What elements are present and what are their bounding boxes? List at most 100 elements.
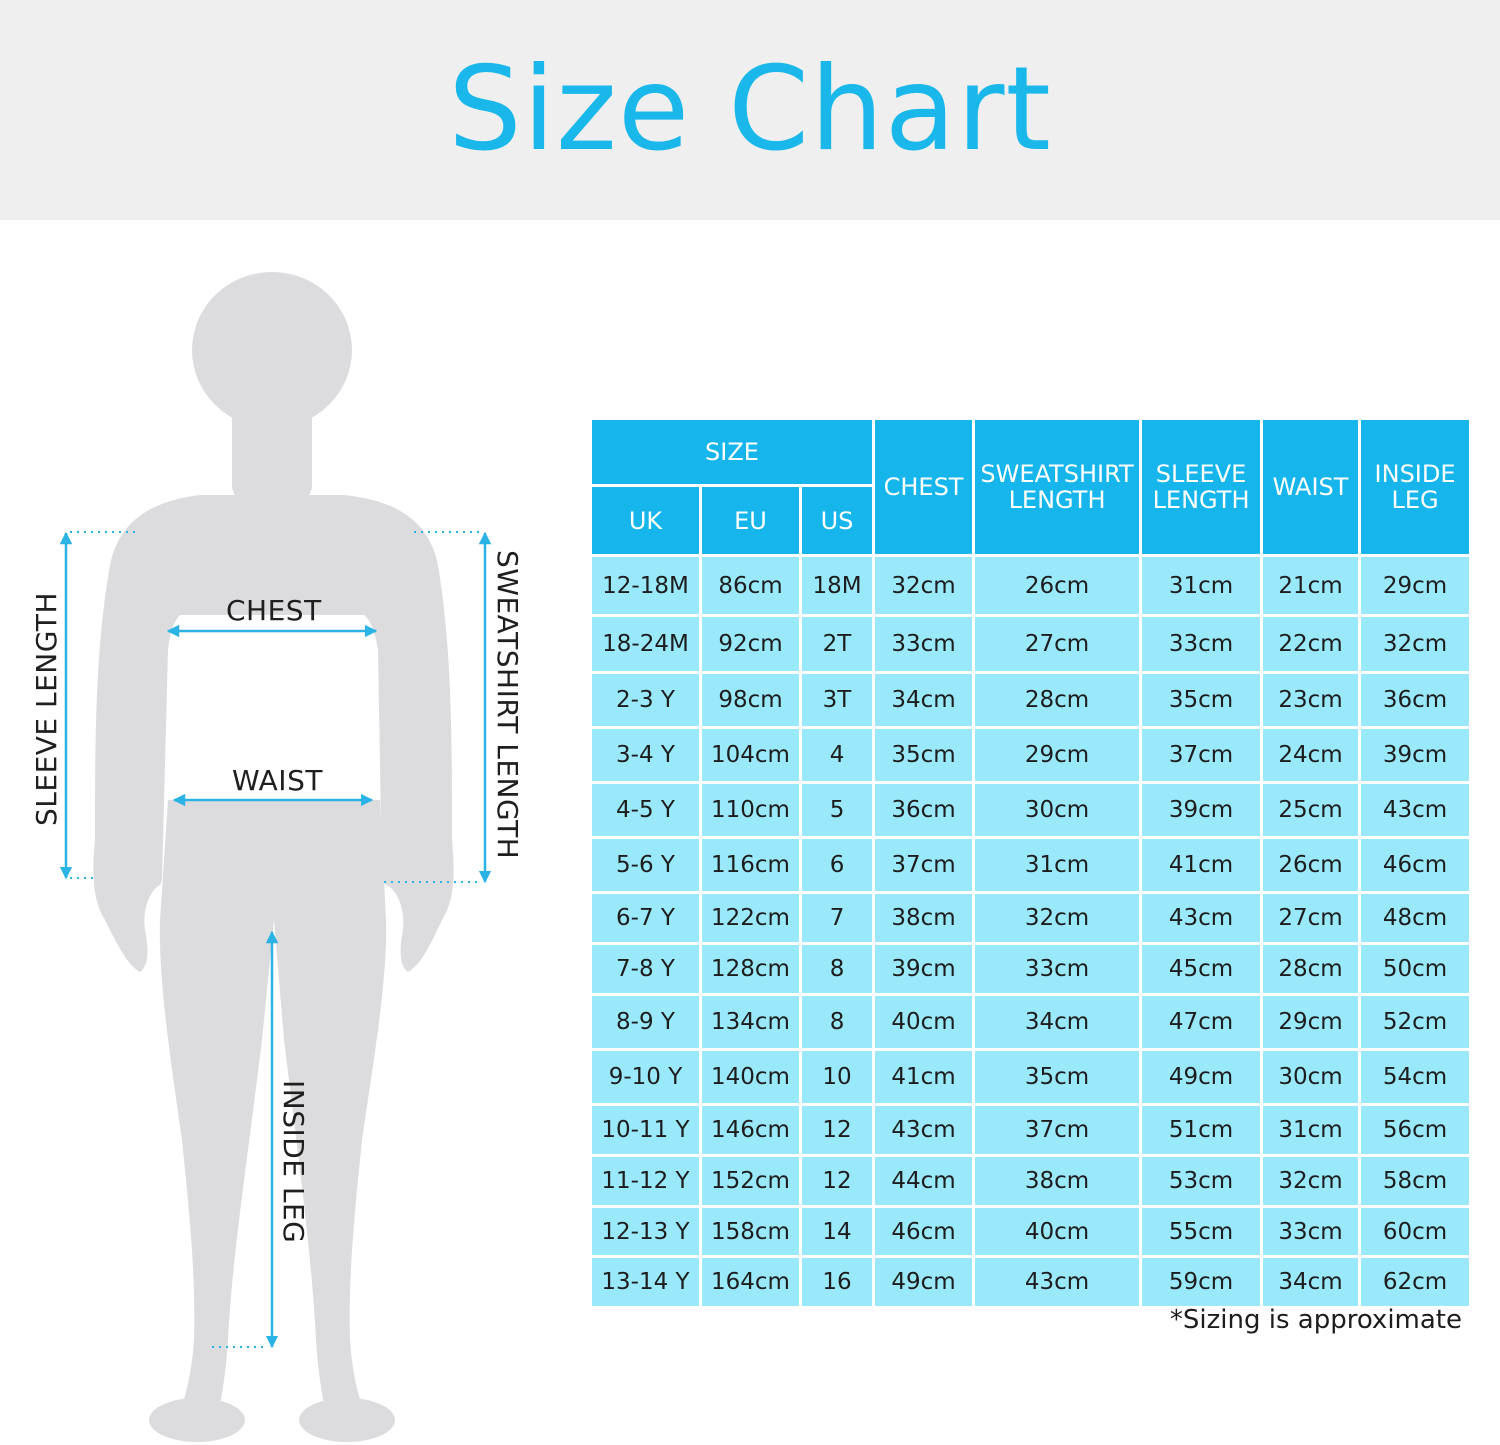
- cell-us: 8: [802, 996, 873, 1048]
- cell-waist: 29cm: [1263, 996, 1359, 1048]
- cell-us: 7: [802, 894, 873, 942]
- cell-sleeve-length: 33cm: [1142, 617, 1261, 671]
- cell-eu: 86cm: [702, 557, 799, 614]
- table-row: 12-18M 86cm 18M 32cm 26cm 31cm 21cm 29cm: [592, 557, 1470, 614]
- cell-eu: 146cm: [702, 1106, 799, 1154]
- cell-sweatshirt-length: 35cm: [975, 1051, 1140, 1103]
- table-row: 10-11 Y 146cm 12 43cm 37cm 51cm 31cm 56cm: [592, 1106, 1470, 1154]
- cell-inside-leg: 54cm: [1361, 1051, 1470, 1103]
- cell-us: 16: [802, 1258, 873, 1306]
- cell-waist: 34cm: [1263, 1258, 1359, 1306]
- cell-eu: 104cm: [702, 729, 799, 781]
- cell-us: 6: [802, 839, 873, 891]
- cell-us: 8: [802, 945, 873, 993]
- cell-waist: 31cm: [1263, 1106, 1359, 1154]
- cell-waist: 27cm: [1263, 894, 1359, 942]
- cell-eu: 98cm: [702, 674, 799, 726]
- cell-uk: 12-18M: [592, 557, 699, 614]
- header-uk: UK: [592, 487, 699, 554]
- header-sleeve-length: SLEEVE LENGTH: [1142, 420, 1261, 554]
- cell-sleeve-length: 59cm: [1142, 1258, 1261, 1306]
- cell-inside-leg: 50cm: [1361, 945, 1470, 993]
- child-figure: CHEST WAIST SLEEVE LENGTH SWEATSHIRT LEN…: [0, 220, 580, 1445]
- table-row: 7-8 Y 128cm 8 39cm 33cm 45cm 28cm 50cm: [592, 945, 1470, 993]
- cell-eu: 116cm: [702, 839, 799, 891]
- table-row: 11-12 Y 152cm 12 44cm 38cm 53cm 32cm 58cm: [592, 1157, 1470, 1205]
- cell-chest: 36cm: [875, 784, 973, 836]
- header-chest: CHEST: [875, 420, 973, 554]
- cell-inside-leg: 48cm: [1361, 894, 1470, 942]
- cell-sleeve-length: 37cm: [1142, 729, 1261, 781]
- cell-us: 3T: [802, 674, 873, 726]
- table-row: 12-13 Y 158cm 14 46cm 40cm 55cm 33cm 60cm: [592, 1208, 1470, 1255]
- cell-chest: 38cm: [875, 894, 973, 942]
- cell-chest: 46cm: [875, 1208, 973, 1255]
- cell-uk: 6-7 Y: [592, 894, 699, 942]
- cell-eu: 110cm: [702, 784, 799, 836]
- table-row: 2-3 Y 98cm 3T 34cm 28cm 35cm 23cm 36cm: [592, 674, 1470, 726]
- cell-sweatshirt-length: 40cm: [975, 1208, 1140, 1255]
- inside-leg-label: INSIDE LEG: [277, 1080, 310, 1244]
- cell-sweatshirt-length: 37cm: [975, 1106, 1140, 1154]
- cell-uk: 4-5 Y: [592, 784, 699, 836]
- cell-inside-leg: 36cm: [1361, 674, 1470, 726]
- cell-chest: 34cm: [875, 674, 973, 726]
- cell-uk: 8-9 Y: [592, 996, 699, 1048]
- cell-eu: 134cm: [702, 996, 799, 1048]
- cell-uk: 18-24M: [592, 617, 699, 671]
- header-waist: WAIST: [1263, 420, 1359, 554]
- cell-waist: 22cm: [1263, 617, 1359, 671]
- cell-eu: 92cm: [702, 617, 799, 671]
- cell-eu: 122cm: [702, 894, 799, 942]
- cell-sleeve-length: 39cm: [1142, 784, 1261, 836]
- cell-uk: 7-8 Y: [592, 945, 699, 993]
- cell-sweatshirt-length: 29cm: [975, 729, 1140, 781]
- cell-chest: 33cm: [875, 617, 973, 671]
- cell-sleeve-length: 49cm: [1142, 1051, 1261, 1103]
- size-group-header: SIZE: [592, 420, 873, 484]
- cell-sweatshirt-length: 30cm: [975, 784, 1140, 836]
- cell-uk: 5-6 Y: [592, 839, 699, 891]
- cell-uk: 11-12 Y: [592, 1157, 699, 1205]
- cell-waist: 28cm: [1263, 945, 1359, 993]
- page-title: Size Chart: [448, 42, 1052, 177]
- cell-chest: 44cm: [875, 1157, 973, 1205]
- cell-sweatshirt-length: 32cm: [975, 894, 1140, 942]
- child-silhouette-icon: [59, 272, 492, 1442]
- cell-us: 12: [802, 1106, 873, 1154]
- cell-inside-leg: 43cm: [1361, 784, 1470, 836]
- cell-us: 12: [802, 1157, 873, 1205]
- cell-inside-leg: 32cm: [1361, 617, 1470, 671]
- cell-inside-leg: 60cm: [1361, 1208, 1470, 1255]
- cell-chest: 49cm: [875, 1258, 973, 1306]
- header-sweatshirt-length: SWEATSHIRT LENGTH: [975, 420, 1140, 554]
- cell-us: 18M: [802, 557, 873, 614]
- cell-waist: 32cm: [1263, 1157, 1359, 1205]
- table-row: 5-6 Y 116cm 6 37cm 31cm 41cm 26cm 46cm: [592, 839, 1470, 891]
- cell-waist: 21cm: [1263, 557, 1359, 614]
- cell-eu: 164cm: [702, 1258, 799, 1306]
- cell-us: 14: [802, 1208, 873, 1255]
- cell-sweatshirt-length: 31cm: [975, 839, 1140, 891]
- cell-waist: 24cm: [1263, 729, 1359, 781]
- cell-sweatshirt-length: 34cm: [975, 996, 1140, 1048]
- sweatshirt-length-label: SWEATSHIRT LENGTH: [491, 550, 524, 860]
- cell-uk: 12-13 Y: [592, 1208, 699, 1255]
- cell-sleeve-length: 43cm: [1142, 894, 1261, 942]
- cell-sleeve-length: 35cm: [1142, 674, 1261, 726]
- cell-waist: 25cm: [1263, 784, 1359, 836]
- sleeve-length-label: SLEEVE LENGTH: [30, 591, 63, 826]
- cell-chest: 43cm: [875, 1106, 973, 1154]
- chest-label: CHEST: [226, 594, 322, 627]
- cell-eu: 152cm: [702, 1157, 799, 1205]
- cell-sweatshirt-length: 28cm: [975, 674, 1140, 726]
- cell-waist: 30cm: [1263, 1051, 1359, 1103]
- table-row: 13-14 Y 164cm 16 49cm 43cm 59cm 34cm 62cm: [592, 1258, 1470, 1306]
- cell-chest: 32cm: [875, 557, 973, 614]
- cell-uk: 3-4 Y: [592, 729, 699, 781]
- cell-inside-leg: 29cm: [1361, 557, 1470, 614]
- cell-waist: 26cm: [1263, 839, 1359, 891]
- cell-waist: 23cm: [1263, 674, 1359, 726]
- cell-chest: 39cm: [875, 945, 973, 993]
- cell-uk: 13-14 Y: [592, 1258, 699, 1306]
